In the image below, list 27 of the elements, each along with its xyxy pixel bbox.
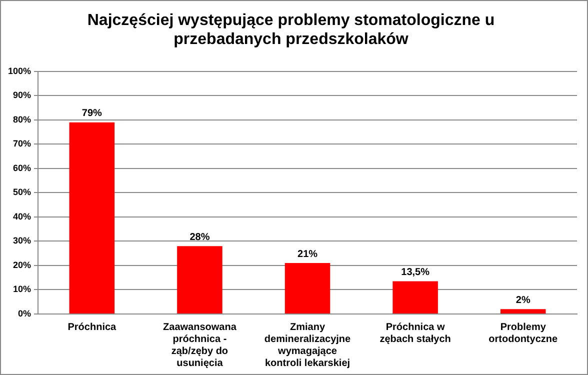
bar (177, 246, 222, 314)
y-tick-label: 70% (13, 138, 32, 149)
data-label: 79% (82, 108, 102, 120)
data-label: 28% (190, 232, 210, 243)
x-tick-label: Próchnica w zębach stałych (380, 322, 451, 345)
x-tick-label: Próchnica (68, 322, 117, 333)
y-tick-label: 80% (13, 114, 32, 124)
y-tick-label: 50% (13, 187, 32, 198)
bar (69, 122, 115, 314)
y-tick-label: 40% (13, 211, 32, 222)
bar (500, 309, 546, 314)
x-tick-label: Zmiany demineralizacyjne wymagające kontroli lekarskiej (264, 322, 352, 369)
bar (284, 263, 330, 314)
y-tick-label: 10% (13, 284, 32, 294)
bar (392, 281, 438, 314)
y-tick-label: 30% (13, 236, 32, 246)
y-tick-label: 60% (13, 162, 32, 173)
data-label: 2% (516, 294, 530, 306)
y-tick-label: 100% (8, 66, 32, 76)
chart-title: Najczęściej występujące problemy stomatologiczne u przebadanych przedszkolaków (87, 12, 495, 48)
data-label: 21% (298, 248, 318, 260)
x-tick-label: Zaawansowana próchnica - ząb/zęby do usunięcia (163, 322, 237, 369)
y-tick-label: 0% (18, 308, 32, 318)
x-tick-label: Problemy ortodontyczne (488, 322, 558, 345)
y-tick-label: 20% (13, 260, 32, 270)
data-label: 13,5% (401, 267, 430, 278)
y-tick-label: 90% (13, 90, 32, 100)
